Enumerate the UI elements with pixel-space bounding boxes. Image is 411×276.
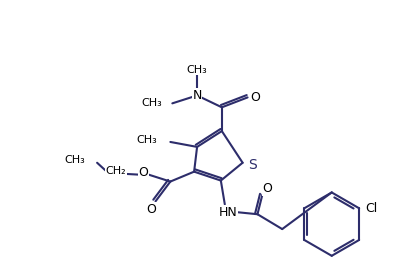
Text: S: S — [248, 158, 257, 172]
Text: N: N — [192, 89, 202, 102]
Text: CH₃: CH₃ — [65, 155, 85, 165]
Text: CH₂: CH₂ — [106, 166, 126, 176]
Text: Cl: Cl — [365, 202, 377, 215]
Text: O: O — [263, 182, 272, 195]
Text: O: O — [147, 203, 157, 216]
Text: CH₃: CH₃ — [187, 65, 208, 75]
Text: HN: HN — [218, 206, 237, 219]
Text: CH₃: CH₃ — [142, 98, 162, 108]
Text: O: O — [139, 166, 148, 179]
Text: CH₃: CH₃ — [137, 135, 157, 145]
Text: O: O — [251, 91, 261, 104]
